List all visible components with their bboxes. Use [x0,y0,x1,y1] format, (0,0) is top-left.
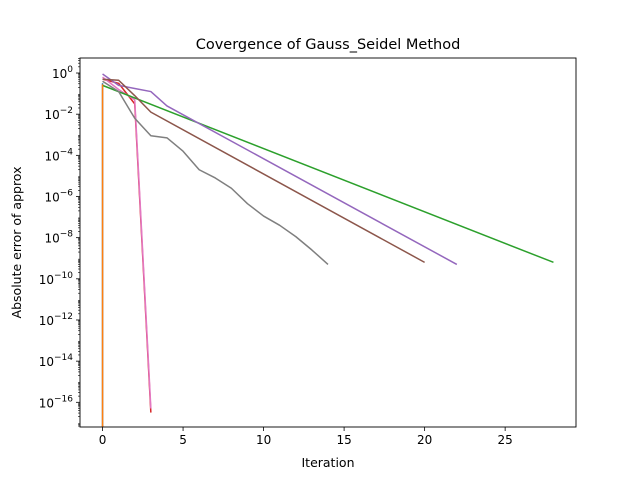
y-tick-label: 10−14 [39,353,74,369]
plot-area [101,73,554,427]
y-axis-label: Absolute error of approx [9,167,24,319]
plot-frame [79,57,577,428]
y-tick-label: 10−8 [44,230,73,246]
series-line-7 [102,80,329,265]
y-tick-label: 100 [52,65,73,81]
y-tick-label: 10−12 [39,312,73,328]
x-axis: 0 5 10 15 20 25 [99,427,513,447]
series-line-5 [102,73,458,266]
x-tick-label: 20 [417,433,432,447]
series-line-4 [102,84,554,264]
y-tick-label: 10−2 [44,106,73,122]
x-tick-label: 25 [498,433,513,447]
chart-title: Covergence of Gauss_Seidel Method [196,37,461,53]
x-tick-label: 0 [99,433,107,447]
y-tick-label: 10−6 [44,189,73,205]
x-tick-label: 15 [336,433,351,447]
y-tick-label: 10−16 [39,394,74,410]
y-tick-label: 10−4 [44,147,73,163]
x-axis-label: Iteration [301,455,354,470]
x-tick-label: 5 [179,433,187,447]
series-line-2 [102,78,152,413]
y-tick-label: 10−10 [39,271,74,287]
x-tick-label: 10 [256,433,271,447]
y-axis: 100 10−2 10−4 10−6 10−8 10−10 10−12 10−14 10−16 [39,58,80,427]
series-line-6 [102,78,425,264]
